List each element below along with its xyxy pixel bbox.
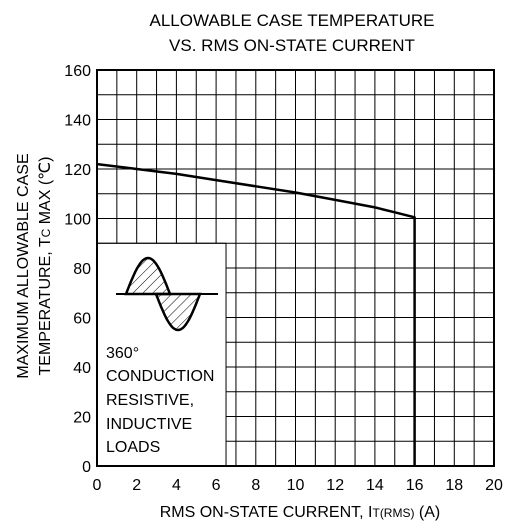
x-tick-label: 2: [132, 477, 141, 494]
y-tick-label: 80: [73, 261, 91, 278]
x-axis-label: RMS ON-STATE CURRENT, IT(RMS) (A): [160, 504, 441, 521]
y-tick-label: 160: [64, 63, 91, 80]
x-tick-labels: 0 2 4 6 8 10 12 14 16 18 20: [93, 477, 503, 494]
y-tick-label: 40: [73, 360, 91, 377]
annotation-line: CONDUCTION: [106, 368, 214, 385]
x-tick-label: 20: [485, 477, 503, 494]
y-axis-label-line-2: TEMPERATURE, TC MAX (℃): [37, 157, 54, 376]
annotation-line: LOADS: [106, 439, 160, 456]
y-axis-label-line-1: MAXIMUM ALLOWABLE CASE: [15, 153, 32, 378]
y-axis-label-pre: TEMPERATURE, T: [37, 237, 54, 375]
y-tick-label: 120: [64, 162, 91, 179]
y-axis-label-post: MAX (℃): [37, 157, 54, 229]
y-tick-label: 100: [64, 212, 91, 229]
y-axis-label-subscript: C: [39, 228, 53, 237]
plot-border: [96, 69, 495, 467]
waveform-negative-half: [154, 292, 202, 332]
plot-frame: [96, 69, 495, 467]
x-tick-label: 12: [326, 477, 344, 494]
x-tick-label: 18: [445, 477, 463, 494]
series-line: [96, 162, 416, 466]
x-tick-label: 6: [212, 477, 221, 494]
y-axis-label: MAXIMUM ALLOWABLE CASE: [15, 153, 32, 378]
x-axis-label-subscript: T(RMS): [372, 506, 414, 520]
y-tick-label: 0: [82, 459, 91, 476]
x-tick-label: 10: [287, 477, 305, 494]
x-tick-label: 14: [366, 477, 384, 494]
chart-title-line-2: VS. RMS ON-STATE CURRENT: [169, 36, 415, 55]
y-tick-label: 140: [64, 113, 91, 130]
annotation-line: INDUCTIVE: [106, 416, 192, 433]
series-layer: [96, 162, 416, 466]
x-axis-label-unit: (A): [414, 504, 440, 521]
annotation-line: 360°: [106, 345, 139, 362]
x-axis-label-main: RMS ON-STATE CURRENT, I: [160, 504, 373, 521]
x-tick-label: 4: [172, 477, 181, 494]
x-tick-label: 8: [251, 477, 260, 494]
y-tick-label: 20: [73, 410, 91, 427]
y-tick-labels: 0 20 40 60 80 100 120 140 160: [64, 63, 91, 476]
chart-title-line-1: ALLOWABLE CASE TEMPERATURE: [150, 11, 435, 30]
waveform-positive-half: [124, 256, 172, 296]
annotation-line: RESISTIVE,: [106, 392, 194, 409]
conduction-annotation: 360° CONDUCTION RESISTIVE, INDUCTIVE LOADS: [106, 345, 214, 456]
y-axis-label-2: TEMPERATURE, TC MAX (℃): [37, 157, 54, 376]
y-tick-label: 60: [73, 311, 91, 328]
x-tick-label: 0: [93, 477, 102, 494]
x-tick-label: 16: [406, 477, 424, 494]
waveform-icon: [116, 256, 218, 332]
